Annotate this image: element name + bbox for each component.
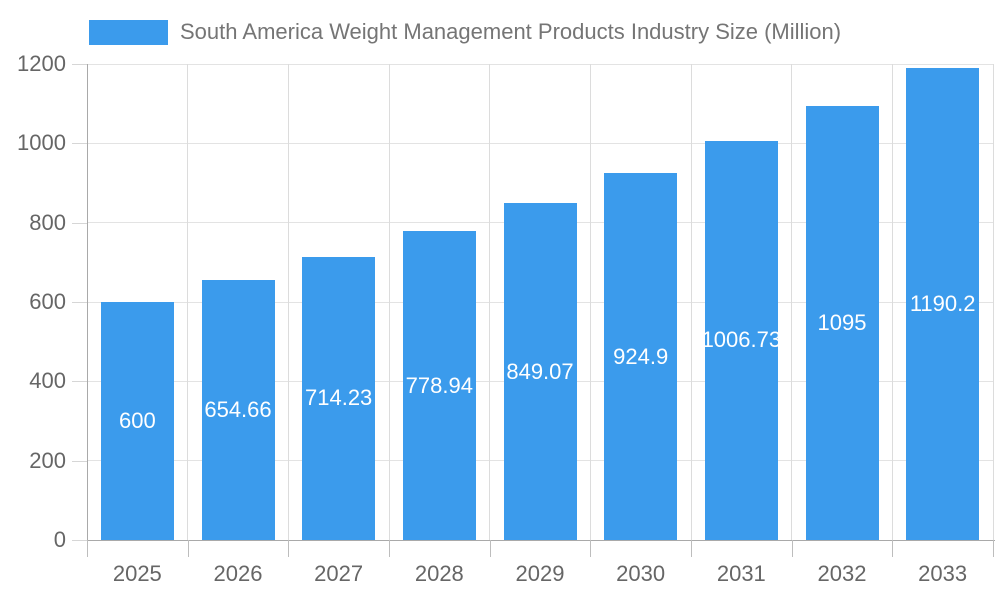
bar-2025[interactable]: 600 bbox=[100, 302, 174, 540]
v-gridline bbox=[690, 64, 692, 540]
bar-2029[interactable]: 849.07 bbox=[503, 203, 577, 540]
v-gridline bbox=[489, 64, 491, 540]
y-tick-mark bbox=[72, 222, 87, 224]
bar-value-label: 924.9 bbox=[613, 343, 669, 369]
h-gridline bbox=[87, 63, 993, 65]
x-tick-mark bbox=[590, 540, 592, 557]
x-tick-mark bbox=[993, 540, 994, 557]
v-gridline bbox=[791, 64, 793, 540]
x-tick-mark bbox=[288, 540, 290, 557]
x-axis-line bbox=[72, 540, 995, 541]
legend-label: South America Weight Management Products… bbox=[180, 19, 842, 44]
bar-2027[interactable]: 714.23 bbox=[302, 256, 376, 540]
y-axis-tick-label: 200 bbox=[29, 447, 66, 473]
x-tick-mark bbox=[691, 540, 692, 557]
v-gridline bbox=[388, 64, 390, 540]
y-axis-tick-label: 400 bbox=[29, 368, 66, 394]
x-axis-tick-label: 2030 bbox=[616, 561, 666, 586]
y-tick-mark bbox=[72, 540, 87, 541]
x-axis-tick-label: 2027 bbox=[314, 561, 364, 586]
y-tick-mark bbox=[72, 381, 87, 383]
y-axis-tick-label: 1000 bbox=[17, 130, 66, 156]
x-tick-mark bbox=[187, 540, 189, 557]
bar-value-label: 1006.73 bbox=[701, 327, 782, 353]
x-axis-tick-label: 2031 bbox=[716, 561, 766, 586]
y-axis-tick-label: 800 bbox=[29, 209, 66, 235]
y-axis-line bbox=[87, 64, 88, 557]
x-tick-mark bbox=[87, 540, 88, 557]
bar-value-label: 1190.2 bbox=[909, 290, 976, 316]
x-axis-tick-label: 2026 bbox=[213, 561, 263, 586]
bar-2031[interactable]: 1006.73 bbox=[702, 140, 781, 540]
v-gridline bbox=[891, 64, 893, 540]
bar-value-label: 778.94 bbox=[405, 372, 473, 398]
v-gridline bbox=[589, 64, 591, 540]
bar-value-label: 1095 bbox=[817, 309, 867, 335]
x-axis-tick-label: 2028 bbox=[414, 561, 464, 586]
x-axis-tick-label: 2029 bbox=[515, 561, 565, 586]
y-axis-tick-label: 600 bbox=[29, 289, 66, 314]
bar-2026[interactable]: 654.66 bbox=[201, 280, 275, 540]
y-tick-mark bbox=[72, 302, 87, 303]
bar-value-label: 849.07 bbox=[506, 358, 574, 384]
h-gridline bbox=[87, 142, 993, 144]
v-gridline bbox=[187, 64, 189, 540]
y-tick-mark bbox=[72, 64, 87, 65]
legend-swatch bbox=[89, 19, 168, 45]
plot-area: 600 654.66 714.23 778.94 849.07 924.9 1006.73 1… bbox=[87, 63, 994, 540]
bar-2033[interactable]: 1190.2 bbox=[906, 67, 980, 540]
y-tick-mark bbox=[72, 460, 87, 462]
bar-2032[interactable]: 1095 bbox=[805, 105, 879, 540]
chart-legend[interactable]: South America Weight Management Products… bbox=[89, 19, 841, 45]
x-tick-mark bbox=[489, 540, 491, 557]
bar-2030[interactable]: 924.9 bbox=[604, 173, 678, 540]
x-axis-tick-label: 2032 bbox=[817, 561, 867, 586]
bar-value-label: 600 bbox=[118, 408, 156, 433]
y-axis-tick-label: 1200 bbox=[17, 51, 66, 76]
bar-value-label: 654.66 bbox=[204, 397, 272, 423]
bar-2028[interactable]: 778.94 bbox=[402, 231, 476, 540]
y-tick-mark bbox=[72, 143, 87, 145]
x-tick-mark bbox=[892, 540, 894, 557]
v-gridline bbox=[287, 64, 289, 540]
v-gridline bbox=[992, 64, 994, 540]
x-tick-mark bbox=[791, 540, 793, 557]
x-axis-tick-label: 2025 bbox=[112, 561, 162, 586]
x-axis-tick-label: 2033 bbox=[918, 561, 968, 586]
bar-value-label: 714.23 bbox=[305, 385, 373, 411]
x-tick-mark bbox=[389, 540, 390, 557]
y-axis-tick-label: 0 bbox=[53, 527, 66, 552]
